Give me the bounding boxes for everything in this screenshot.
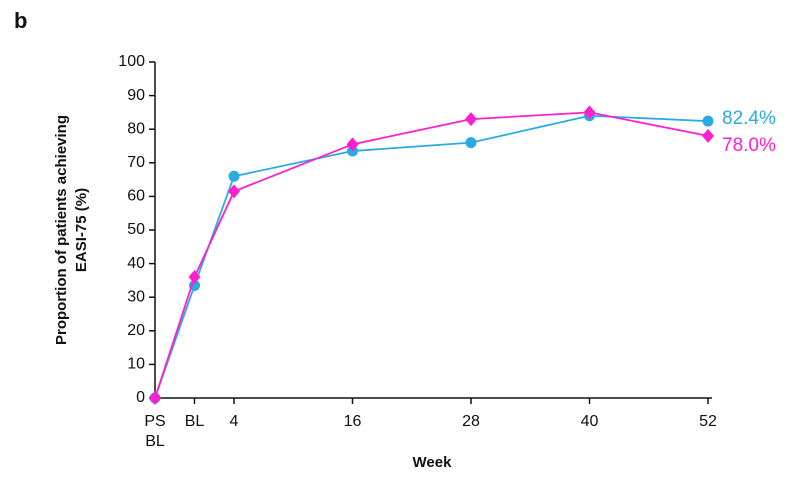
y-tick-label: 50 — [127, 221, 145, 238]
value-label: 82.4% — [722, 108, 776, 129]
y-tick-label: 40 — [127, 255, 145, 272]
y-tick-label: 10 — [127, 356, 145, 373]
y-tick-label: 30 — [127, 288, 145, 305]
marker — [346, 137, 359, 152]
y-tick-label: 0 — [136, 389, 145, 406]
y-axis-label: Proportion of patients achieving — [53, 115, 70, 345]
x-axis-label: Week — [413, 454, 453, 471]
marker — [465, 137, 477, 149]
marker — [465, 112, 477, 127]
marker — [188, 270, 201, 285]
y-tick-label: 70 — [127, 154, 145, 171]
y-axis-label: EASI-75 (%) — [73, 188, 90, 272]
marker — [149, 391, 161, 405]
marker — [583, 105, 596, 120]
x-tick-label: 4 — [229, 413, 239, 430]
y-tick-label: 90 — [127, 87, 145, 104]
y-tick-label: 80 — [127, 120, 145, 137]
series-line — [154, 114, 709, 399]
marker — [702, 115, 714, 127]
marker — [228, 170, 240, 182]
marker — [228, 184, 240, 199]
value-label: 78.0% — [722, 135, 776, 156]
y-tick-label: 20 — [127, 322, 145, 339]
panel-label: b — [14, 8, 27, 33]
marker — [702, 128, 714, 143]
x-tick-label: 52 — [699, 413, 717, 430]
x-tick-label: 40 — [580, 413, 599, 430]
x-tick-label: PS BL — [144, 413, 166, 450]
y-tick-label: 100 — [118, 53, 145, 70]
x-tick-label: 28 — [462, 413, 480, 430]
series-line — [154, 111, 709, 399]
y-tick-label: 60 — [127, 188, 145, 205]
x-tick-label: BL — [184, 413, 205, 430]
x-tick-label: 16 — [343, 413, 362, 430]
